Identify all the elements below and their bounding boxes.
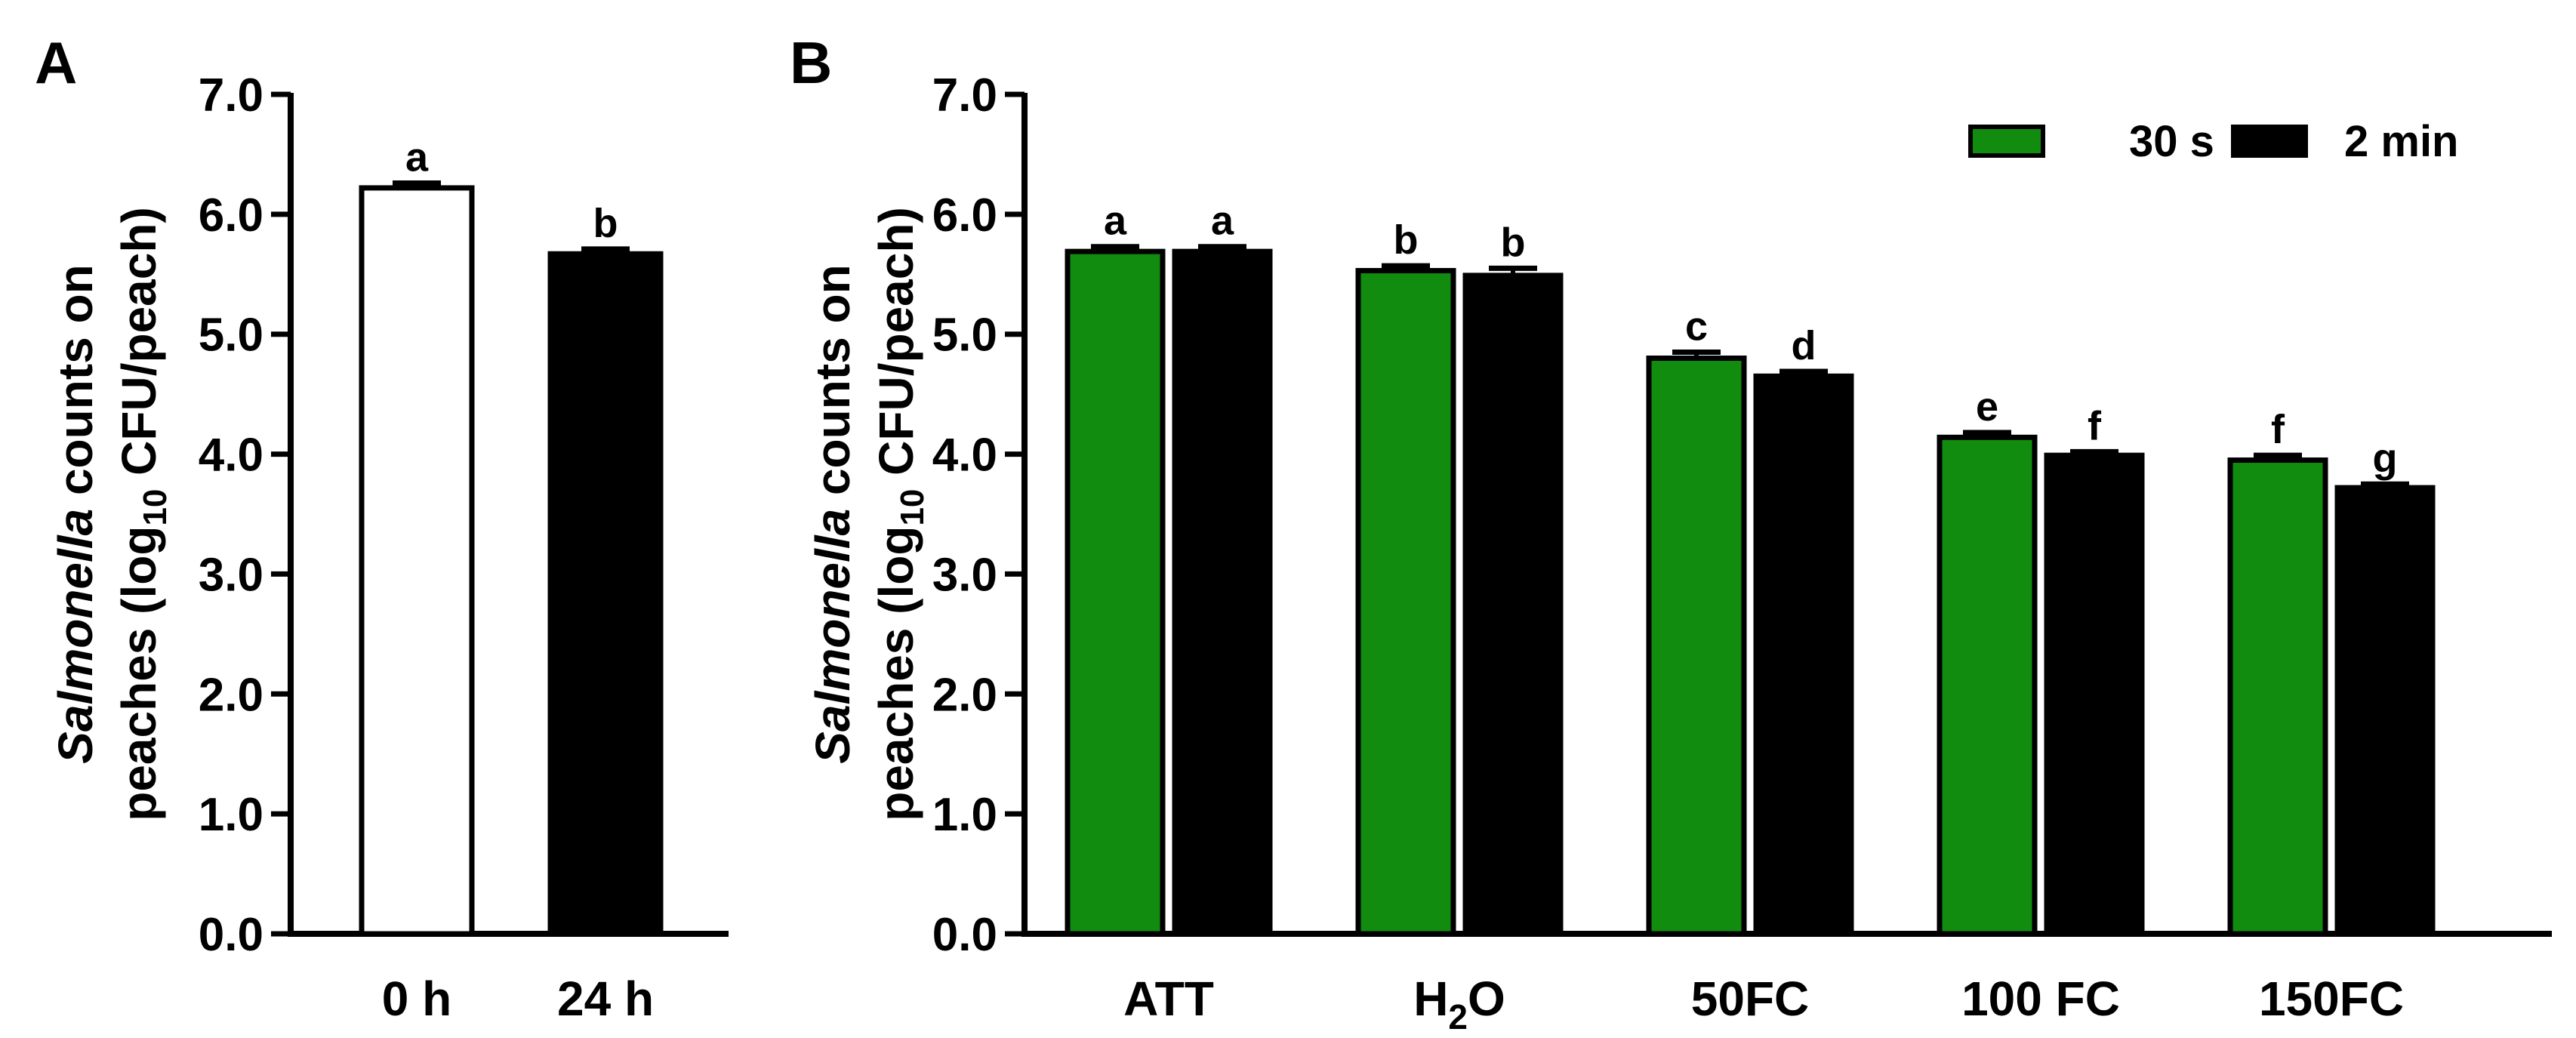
panel-a-y-tick-label: 4.0 — [199, 430, 263, 482]
panel-b-series-1-bar — [1937, 434, 2038, 937]
panel-b-x-tick-label: 100 FC — [1961, 972, 2120, 1026]
panel-b-y-tick-label: 5.0 — [932, 310, 997, 362]
panel-a-y-tick-label: 1.0 — [199, 789, 263, 841]
panel-b-x-tick-sub: 2 — [1448, 997, 1468, 1036]
panel-b-series-1-bar — [2227, 457, 2328, 937]
panel-b-y-tick-label: 3.0 — [932, 549, 997, 601]
panel-b-series-1-significance-letter: f — [2271, 407, 2285, 452]
legend-swatch-series-1 — [1968, 125, 2045, 158]
panel-a-significance-letter: a — [405, 135, 429, 180]
panel-b-x-tick-label: H2O — [1413, 972, 1505, 1036]
panel-b-series-1-significance-letter: b — [1394, 217, 1419, 263]
legend-label-series-1: 30 s — [2129, 117, 2214, 166]
panel-b-series-2-bar — [2334, 485, 2436, 937]
panel-b-x-tick-main: 100 FC — [1961, 972, 2120, 1026]
panel-a-y-tick-label: 2.0 — [199, 669, 263, 721]
panel-b-x-tick-label: 150FC — [2259, 972, 2404, 1026]
legend-swatch-series-2 — [2231, 125, 2308, 158]
panel-b-series-1-bar — [1065, 248, 1166, 937]
panel-b-series-1-significance-letter: c — [1685, 304, 1708, 350]
panel-a-y-tick-label: 0.0 — [199, 909, 263, 961]
panel-a-y-tick-label: 5.0 — [199, 310, 263, 362]
panel-a-significance-letter: b — [593, 201, 618, 246]
panel-b-legend: 30 s 2 min — [1968, 117, 2459, 166]
panel-a-y-label-rest: counts on — [48, 264, 103, 509]
panel-b-y-tick-label: 1.0 — [932, 789, 997, 841]
panel-b-x-tick-post: O — [1468, 972, 1505, 1026]
panel-b-y-tick-label: 7.0 — [932, 69, 997, 122]
panel-b-x-tick-main: 150FC — [2259, 972, 2404, 1026]
legend-label-series-2: 2 min — [2344, 117, 2459, 166]
panel-b-series-1-significance-letter: e — [1976, 384, 1998, 430]
panel-b-y-label-sub: 10 — [894, 489, 931, 526]
panel-b-series-2-significance-letter: f — [2088, 403, 2102, 448]
panel-b-series-1-bar — [1646, 355, 1747, 937]
panel-b-x-tick-label: ATT — [1123, 972, 1214, 1026]
panel-b: B 0.0 1.0 2.0 3.0 4.0 5.0 6.0 7.0 Salmonella coun… — [790, 29, 2552, 1036]
panel-b-y-tick-label: 0.0 — [932, 909, 997, 961]
panel-a-y-label-sub: 10 — [137, 489, 174, 526]
panel-b-series-2-significance-letter: g — [2373, 436, 2398, 481]
panel-b-x-tick-main: H — [1413, 972, 1448, 1026]
panel-a-y-tick-label: 3.0 — [199, 549, 263, 601]
panel-a-y-label-line2-post: CFU/peach) — [112, 207, 166, 488]
panel-b-series-2-significance-letter: a — [1211, 199, 1234, 244]
panel-b-letter: B — [790, 29, 832, 96]
panel-a-y-tick-label: 7.0 — [199, 69, 263, 122]
panel-a-bar — [359, 185, 475, 937]
panel-a-x-tick-label: 24 h — [557, 972, 654, 1026]
panel-b-y-label-line2: peaches (log — [869, 526, 923, 821]
panel-a-y-label-italic: Salmonella — [48, 509, 103, 764]
panel-b-y-tick-label: 6.0 — [932, 189, 997, 242]
panel-a-letter: A — [35, 29, 77, 96]
panel-a: A 0.0 1.0 2.0 3.0 4.0 5.0 6.0 7.0 Salmonella coun… — [35, 29, 729, 1026]
panel-a-y-axis-label: Salmonella counts onpeaches (log10 CFU/p… — [48, 207, 174, 821]
panel-b-y-label-line2-post: CFU/peach) — [869, 207, 923, 488]
panel-b-series-2-bar — [1753, 373, 1854, 937]
panel-a-x-tick-label: 0 h — [382, 972, 451, 1026]
panel-b-series-2-bar — [1462, 273, 1564, 937]
panel-b-series-2-significance-letter: d — [1792, 323, 1816, 368]
panel-b-x-tick-label: 50FC — [1691, 972, 1810, 1026]
panel-b-series-1-significance-letter: a — [1104, 199, 1127, 244]
panel-b-y-axis-label: Salmonella counts onpeaches (log10 CFU/p… — [806, 207, 931, 821]
panel-b-series-2-bar — [2044, 452, 2145, 937]
panel-b-series-2-significance-letter: b — [1501, 220, 1526, 265]
panel-b-y-tick-label: 2.0 — [932, 669, 997, 721]
panel-b-x-tick-main: ATT — [1123, 972, 1214, 1026]
panel-a-y-label-line2: peaches (log — [112, 526, 166, 821]
panel-b-x-tick-main: 50FC — [1691, 972, 1810, 1026]
panel-b-series-1-bar — [1355, 268, 1456, 937]
panel-b-y-tick-label: 4.0 — [932, 430, 997, 482]
panel-b-y-label-italic: Salmonella — [806, 509, 860, 764]
panel-a-bar — [547, 251, 664, 937]
panel-b-series-2-bar — [1172, 248, 1273, 937]
panel-b-y-label-rest: counts on — [806, 264, 860, 509]
panel-a-y-tick-label: 6.0 — [199, 189, 263, 242]
